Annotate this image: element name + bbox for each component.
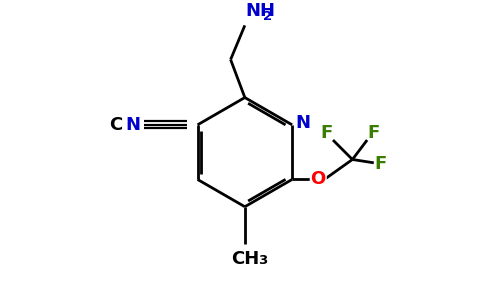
Text: F: F: [320, 124, 333, 142]
Text: F: F: [375, 155, 387, 173]
Text: N: N: [125, 116, 140, 134]
Text: 2: 2: [263, 10, 272, 23]
Text: 3: 3: [258, 254, 267, 267]
Text: NH: NH: [246, 2, 276, 20]
Text: O: O: [311, 170, 326, 188]
Text: CH: CH: [231, 250, 259, 268]
Text: C: C: [109, 116, 122, 134]
Text: N: N: [295, 114, 310, 132]
Text: F: F: [368, 124, 380, 142]
